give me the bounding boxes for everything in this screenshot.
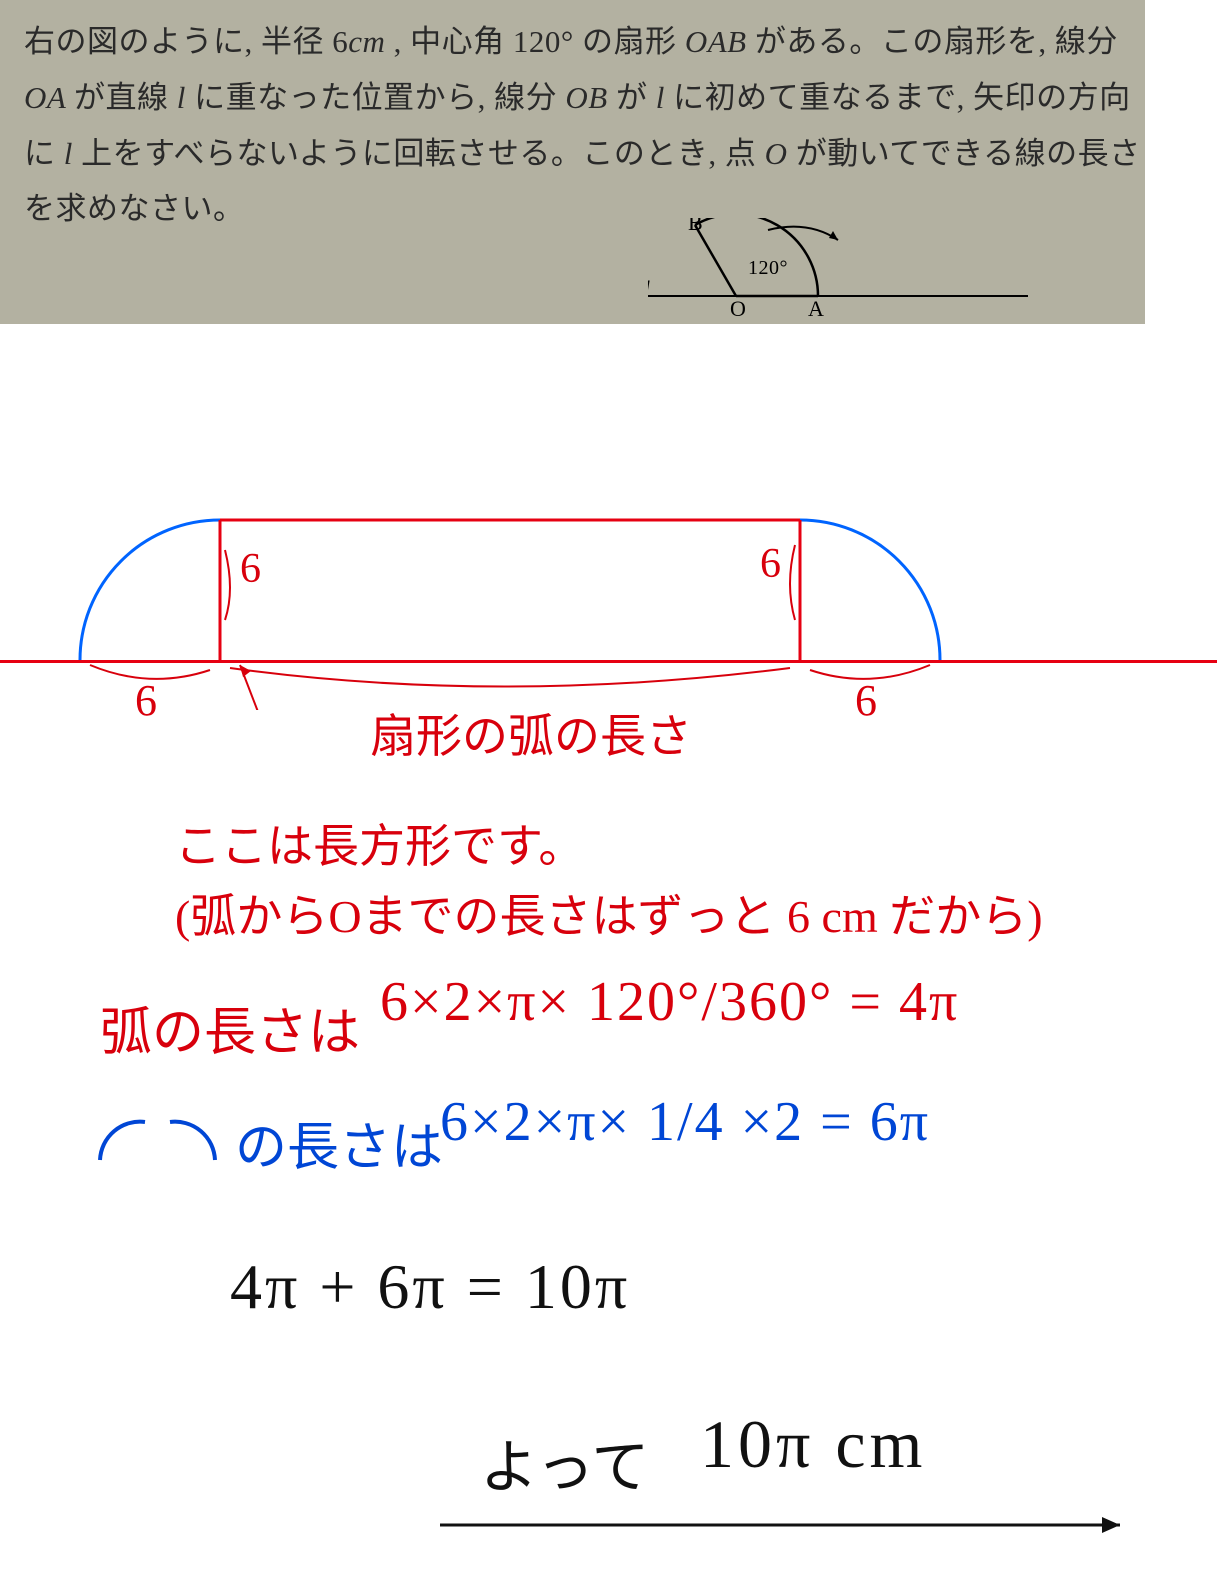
arc-calc-label: 弧の長さは (100, 990, 360, 1065)
txt: l (64, 136, 81, 171)
answer-prefix: よって (480, 1420, 649, 1504)
label-6-top-right: 6 (760, 540, 781, 588)
problem-line-1: 右の図のように, 半径 6cm , 中心角 120° の扇形 OAB がある。こ… (24, 14, 1121, 70)
mini-sector-figure: B 120° O A l (648, 218, 1028, 318)
label-l: l (648, 276, 651, 301)
txt: O (765, 136, 796, 171)
txt: l (177, 80, 194, 115)
txt: が動いてできる線の長さ (796, 136, 1141, 171)
txt: が (616, 80, 656, 115)
txt: OB (565, 80, 616, 115)
rolling-diagram: 6 6 6 6 (0, 490, 1217, 710)
label-6-top-left: 6 (240, 545, 261, 593)
txt: に初めて重なるまで, 矢印の方向 (673, 80, 1131, 115)
txt: , 中心角 120° の扇形 (394, 24, 685, 59)
label-6-bottom-left: 6 (135, 675, 157, 726)
txt: cm (348, 24, 393, 59)
txt: l (656, 80, 673, 115)
label-6-bottom-right: 6 (855, 675, 877, 726)
label-B: B (688, 218, 703, 235)
note-rectangle: ここは長方形です。 (175, 810, 584, 876)
problem-line-3: に l 上をすべらないように回転させる。このとき, 点 O が動いてできる線の長… (24, 126, 1121, 182)
quarter-calc-label: の長さは (235, 1105, 443, 1180)
txt: がある。この扇形を, 線分 (755, 24, 1118, 59)
txt: が直線 (74, 80, 177, 115)
answer: 10π cm (700, 1405, 926, 1484)
txt: 6 (332, 24, 348, 59)
problem-line-2: OA が直線 l に重なった位置から, 線分 OB が l に初めて重なるまで,… (24, 70, 1121, 126)
problem-statement: 右の図のように, 半径 6cm , 中心角 120° の扇形 OAB がある。こ… (0, 0, 1145, 324)
arc-length-label: 扇形の弧の長さ (370, 700, 692, 766)
arc-calc-expr: 6×2×π× 120°/360° = 4π (380, 970, 959, 1034)
txt: に重なった位置から, 線分 (194, 80, 565, 115)
diagram-svg (0, 490, 1217, 710)
txt: OA (24, 80, 74, 115)
txt: OAB (685, 24, 755, 59)
quarter-calc-expr: 6×2×π× 1/4 ×2 = 6π (440, 1090, 930, 1154)
label-A: A (808, 296, 824, 318)
sum-expr: 4π + 6π = 10π (230, 1250, 630, 1324)
answer-arrow-icon (440, 1510, 1140, 1540)
txt: に (24, 136, 64, 171)
txt: 上をすべらないように回転させる。このとき, 点 (81, 136, 764, 171)
txt: 右の図のように, 半径 (24, 24, 332, 59)
small-arcs-icon (90, 1110, 230, 1170)
label-angle: 120° (748, 257, 788, 279)
label-O: O (730, 296, 746, 318)
note-reason: (弧からOまでの長さはずっと 6 cm だから) (175, 880, 1043, 946)
